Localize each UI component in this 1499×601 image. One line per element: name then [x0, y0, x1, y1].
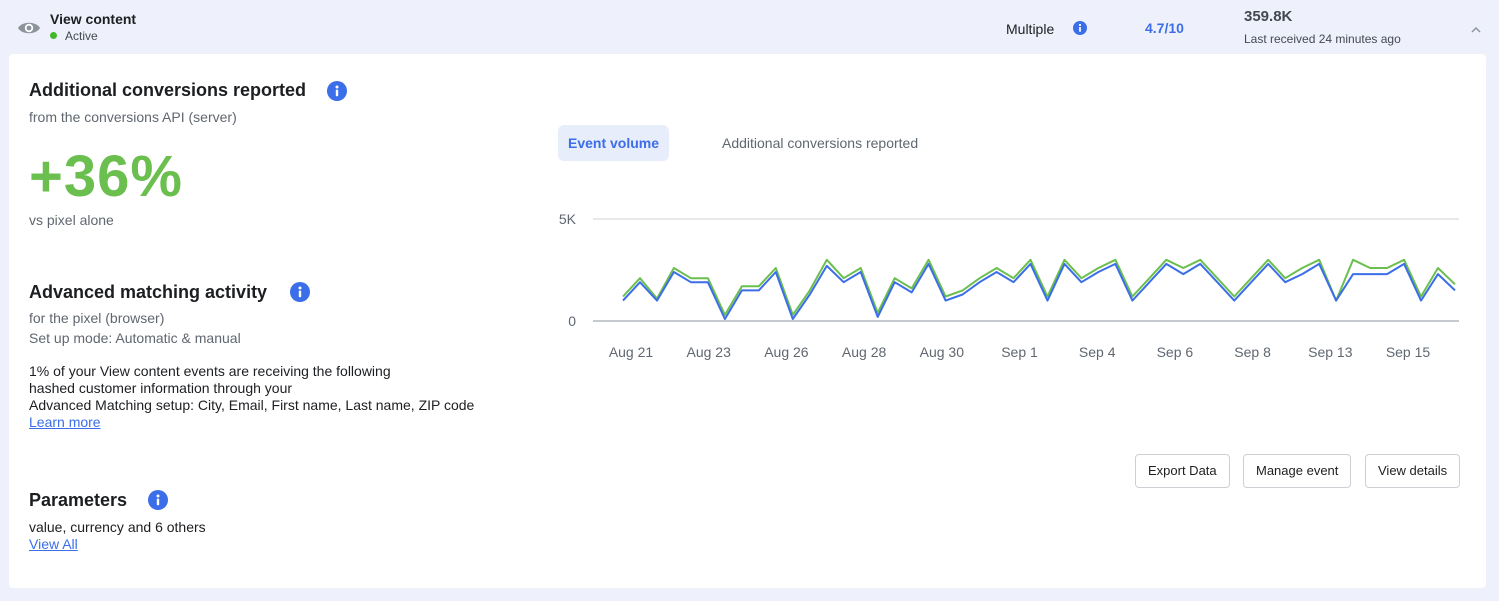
- matching-description-line-3: Advanced Matching setup: City, Email, Fi…: [29, 397, 475, 413]
- status-dot: [50, 32, 57, 39]
- info-icon[interactable]: [1073, 21, 1087, 35]
- total-events: 359.8K: [1244, 8, 1293, 25]
- matching-description-line-1: 1% of your View content events are recei…: [29, 363, 391, 379]
- parameters-summary: value, currency and 6 others: [29, 519, 206, 535]
- series-line: [622, 262, 1456, 320]
- view-details-button[interactable]: View details: [1365, 454, 1461, 488]
- x-tick-label: Sep 13: [1308, 344, 1353, 360]
- event-header[interactable]: View content Active Multiple 4.7/10 359.…: [0, 0, 1499, 54]
- x-tick-label: Aug 30: [920, 344, 965, 360]
- event-name: View content: [50, 11, 137, 27]
- tab-additional-conversions[interactable]: Additional conversions reported: [722, 135, 919, 151]
- info-icon[interactable]: [148, 490, 168, 510]
- last-received: Last received 24 minutes ago: [1244, 32, 1401, 46]
- matching-description-line-2: hashed customer information through your: [29, 380, 293, 396]
- y-tick-label: 0: [568, 313, 576, 329]
- view-all-link[interactable]: View All: [29, 536, 78, 552]
- x-tick-label: Sep 6: [1157, 344, 1194, 360]
- eye-icon: [17, 18, 41, 38]
- setup-mode: Set up mode: Automatic & manual: [29, 330, 241, 346]
- x-tick-label: Sep 1: [1001, 344, 1038, 360]
- x-tick-label: Sep 8: [1234, 344, 1271, 360]
- x-tick-label: Aug 28: [842, 344, 887, 360]
- event-match-quality-score[interactable]: 4.7/10: [1145, 20, 1184, 36]
- integration-label: Multiple: [1006, 21, 1055, 37]
- conversions-percentage: +36%: [29, 144, 183, 209]
- conversions-subtitle: from the conversions API (server): [29, 109, 237, 125]
- manage-event-button[interactable]: Manage event: [1243, 454, 1352, 488]
- chevron-up-icon[interactable]: [1470, 22, 1482, 33]
- export-data-button[interactable]: Export Data: [1135, 454, 1230, 488]
- x-tick-label: Sep 15: [1386, 344, 1431, 360]
- status-label: Active: [65, 29, 98, 43]
- x-tick-label: Aug 26: [764, 344, 809, 360]
- conversions-title: Additional conversions reported: [29, 80, 307, 100]
- tab-event-volume[interactable]: Event volume: [558, 125, 670, 161]
- series-line: [622, 258, 1456, 316]
- x-tick-label: Aug 21: [609, 344, 654, 360]
- advanced-matching-subtitle: for the pixel (browser): [29, 310, 165, 326]
- event-volume-chart: 5K 0 Aug 21 Aug 23 Aug 26 Aug 28 Aug 30 Sep 1 Se…: [559, 211, 1459, 360]
- advanced-matching-title: Advanced matching activity: [29, 282, 268, 302]
- conversions-comparison: vs pixel alone: [29, 212, 114, 228]
- info-icon[interactable]: [327, 81, 347, 101]
- x-tick-label: Aug 23: [687, 344, 732, 360]
- y-tick-label: 5K: [559, 211, 577, 227]
- learn-more-link[interactable]: Learn more: [29, 414, 101, 430]
- parameters-title: Parameters: [29, 490, 128, 510]
- info-icon[interactable]: [290, 282, 310, 302]
- x-tick-label: Sep 4: [1079, 344, 1116, 360]
- status-indicator: Active: [50, 29, 98, 43]
